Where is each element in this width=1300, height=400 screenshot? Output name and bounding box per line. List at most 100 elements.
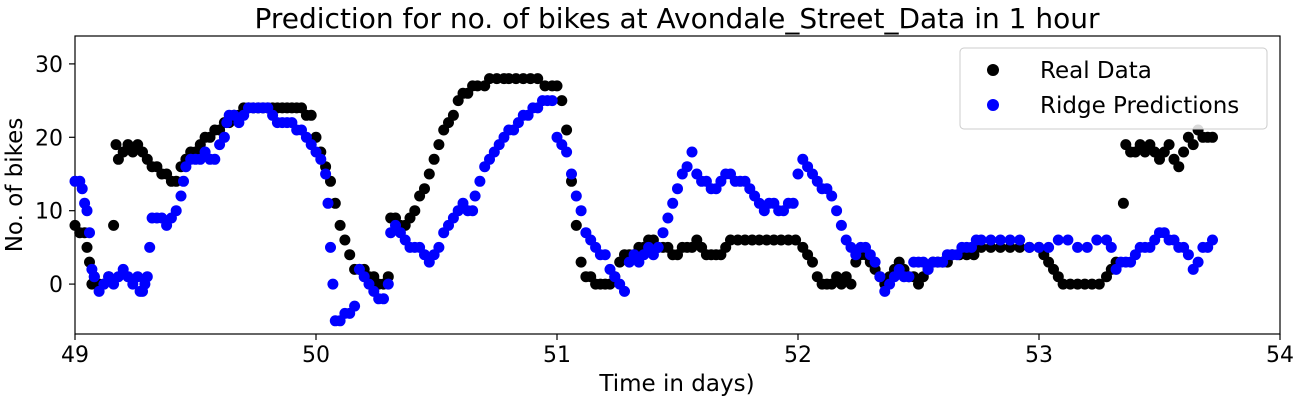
ridge-predictions-point — [652, 241, 664, 253]
real-data-point — [551, 80, 563, 92]
ridge-predictions-point — [84, 227, 95, 239]
real-data-point — [807, 256, 818, 268]
ridge-predictions-point — [1192, 256, 1204, 268]
ridge-predictions-point — [1105, 241, 1117, 253]
x-tick-label: 53 — [1025, 343, 1053, 368]
real-data-point — [419, 183, 430, 195]
ridge-predictions-point — [619, 285, 630, 297]
ridge-predictions-point — [869, 256, 881, 268]
real-data-point — [570, 219, 582, 231]
ridge-predictions-point — [787, 197, 799, 209]
ridge-predictions-point — [218, 131, 230, 143]
ridge-predictions-point — [667, 197, 679, 209]
ridge-predictions-point — [378, 293, 389, 305]
ridge-predictions-point — [81, 205, 93, 217]
chart-title: Prediction for no. of bikes at Avondale_… — [254, 2, 1099, 35]
real-data-point — [81, 241, 93, 253]
ridge-predictions-point — [662, 212, 674, 224]
ridge-predictions-point — [178, 175, 189, 187]
real-data-point — [790, 234, 802, 246]
ridge-predictions-point — [320, 168, 332, 180]
ridge-predictions-point — [1062, 234, 1074, 246]
real-data-point — [575, 256, 587, 268]
real-data-point — [1117, 197, 1129, 209]
ridge-predictions-point — [144, 241, 156, 253]
ridge-predictions-point — [994, 234, 1006, 246]
x-tick-label: 52 — [784, 343, 812, 368]
real-data-point — [1187, 139, 1199, 151]
ridge-predictions-point — [433, 241, 445, 253]
ridge-predictions-point — [1014, 234, 1026, 246]
ridge-predictions-point — [657, 227, 669, 239]
ridge-predictions-point — [1033, 241, 1045, 253]
ridge-predictions-point — [1043, 241, 1055, 253]
ridge-predictions-point — [1004, 234, 1016, 246]
y-tick-label: 30 — [35, 53, 63, 78]
real-data-point — [845, 278, 857, 290]
x-axis-label: Time in days) — [598, 371, 754, 397]
real-data-point — [1173, 161, 1185, 173]
ridge-predictions-point — [327, 278, 339, 290]
real-data-point — [561, 124, 573, 136]
ridge-predictions-point — [792, 168, 804, 180]
real-data-point — [1163, 139, 1175, 151]
ridge-predictions-point — [826, 190, 838, 202]
ridge-predictions-point — [1207, 234, 1218, 246]
real-data-point — [433, 139, 445, 151]
ridge-predictions-point — [469, 190, 481, 202]
ridge-predictions-point — [322, 197, 334, 209]
ridge-predictions-point — [132, 271, 144, 283]
ridge-predictions-point — [1182, 249, 1194, 261]
real-data-point — [1178, 146, 1190, 158]
x-axis: 49 50 51 52 53 54 — [61, 334, 1294, 368]
ridge-predictions-point — [835, 219, 847, 231]
ridge-predictions-point — [1081, 241, 1093, 253]
ridge-predictions-point — [570, 190, 582, 202]
ridge-predictions-point — [76, 183, 88, 195]
x-tick-label: 49 — [61, 343, 89, 368]
ridge-predictions-point — [1091, 234, 1103, 246]
y-tick-label: 20 — [35, 126, 63, 151]
legend: Real Data Ridge Predictions — [959, 47, 1268, 130]
ridge-predictions-point — [561, 146, 573, 158]
x-tick-label: 54 — [1266, 343, 1294, 368]
ridge-predictions-point — [831, 205, 843, 217]
ridge-predictions-point — [975, 234, 987, 246]
ridge-predictions-point — [681, 161, 693, 173]
legend-label-ridge-predictions: Ridge Predictions — [1040, 93, 1239, 119]
real-data-point — [532, 73, 544, 85]
ridge-predictions-point — [903, 271, 915, 283]
legend-box — [959, 47, 1268, 130]
ridge-predictions-point — [349, 300, 361, 312]
ridge-predictions-series — [69, 95, 1218, 327]
real-data-point — [1207, 131, 1218, 143]
real-data-point — [334, 219, 346, 231]
ridge-predictions-point — [467, 205, 479, 217]
legend-marker-real-data — [987, 64, 999, 76]
ridge-predictions-point — [141, 271, 153, 283]
ridge-predictions-point — [315, 153, 327, 165]
ridge-predictions-point — [599, 249, 611, 261]
ridge-predictions-point — [686, 146, 698, 158]
real-data-point — [305, 109, 317, 121]
ridge-predictions-point — [566, 168, 577, 180]
ridge-predictions-point — [175, 190, 187, 202]
ridge-predictions-point — [1023, 241, 1035, 253]
ridge-predictions-point — [88, 271, 100, 283]
ridge-predictions-point — [209, 153, 221, 165]
ridge-predictions-point — [170, 205, 182, 217]
ridge-predictions-point — [575, 205, 587, 217]
real-data-point — [556, 95, 568, 107]
y-axis: 0 10 20 30 — [35, 53, 75, 298]
real-data-point — [339, 234, 351, 246]
real-data-point — [108, 219, 120, 231]
x-tick-label: 51 — [543, 343, 571, 368]
ridge-predictions-point — [474, 175, 486, 187]
ridge-predictions-point — [1052, 234, 1064, 246]
y-tick-label: 0 — [49, 273, 63, 298]
ridge-predictions-point — [874, 271, 886, 283]
ridge-predictions-point — [382, 278, 394, 290]
real-data-point — [1093, 278, 1105, 290]
ridge-predictions-point — [325, 241, 336, 253]
